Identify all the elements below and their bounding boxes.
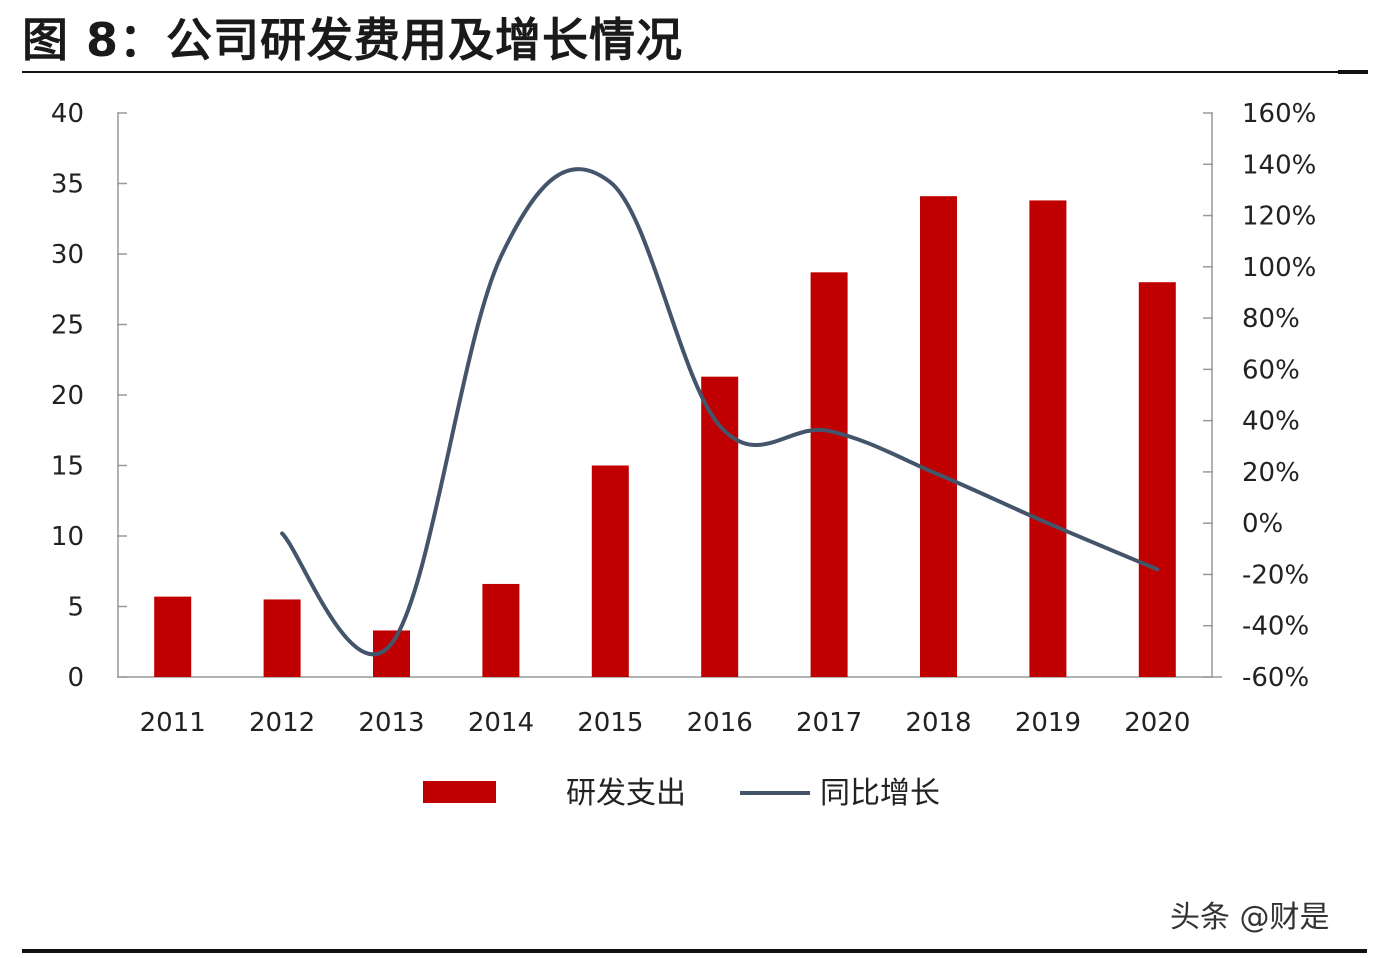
bar <box>810 272 848 677</box>
left-tick-label: 30 <box>51 240 84 270</box>
right-tick-label: -20% <box>1242 560 1309 590</box>
right-tick-label: 60% <box>1242 355 1300 385</box>
right-tick-label: -60% <box>1242 663 1309 693</box>
growth-line <box>280 167 1160 657</box>
bar <box>482 583 520 677</box>
bar <box>920 196 957 677</box>
right-tick-label: 0% <box>1242 509 1283 539</box>
x-tick-label: 2018 <box>905 708 971 738</box>
top-rule-accent <box>1338 70 1368 74</box>
legend-bar-label: 研发支出 <box>566 776 686 811</box>
right-tick-label: 40% <box>1242 407 1300 437</box>
x-tick-label: 2015 <box>577 708 643 738</box>
x-tick-label: 2020 <box>1124 708 1190 738</box>
watermark: 头条 @财是 <box>1170 900 1330 935</box>
x-tick-label: 2019 <box>1015 708 1081 738</box>
bar <box>701 376 739 677</box>
right-tick-label: 100% <box>1242 253 1316 283</box>
x-tick-label: 2016 <box>687 708 753 738</box>
left-tick-label: 20 <box>51 381 84 411</box>
x-tick-label: 2017 <box>796 708 862 738</box>
right-tick-label: -40% <box>1242 612 1309 642</box>
left-tick-label: 15 <box>51 452 84 482</box>
right-tick-label: 20% <box>1242 458 1300 488</box>
legend-bar-swatch <box>423 781 496 803</box>
bottom-rule <box>22 949 1367 953</box>
bar <box>263 599 301 677</box>
bar <box>1138 282 1176 677</box>
x-tick-label: 2012 <box>249 708 315 738</box>
legend: 研发支出 同比增长 <box>423 776 940 811</box>
legend-line-label: 同比增长 <box>820 776 940 811</box>
x-tick-label: 2014 <box>468 708 534 738</box>
left-tick-label: 40 <box>51 99 84 129</box>
bar <box>1029 200 1067 678</box>
right-tick-label: 140% <box>1242 150 1316 180</box>
chart-title: 图 8：公司研发费用及增长情况 <box>22 13 684 67</box>
left-tick-label: 0 <box>67 663 84 693</box>
bar <box>591 465 629 677</box>
top-rule <box>22 71 1367 73</box>
bar <box>154 596 192 677</box>
left-tick-label: 25 <box>51 311 84 341</box>
left-tick-label: 5 <box>67 593 84 623</box>
line-series <box>280 167 1160 657</box>
left-tick-label: 10 <box>51 522 84 552</box>
left-tick-label: 35 <box>51 170 84 200</box>
x-tick-label: 2013 <box>358 708 424 738</box>
bar-series <box>154 196 1176 678</box>
right-tick-label: 120% <box>1242 202 1316 232</box>
right-tick-label: 160% <box>1242 99 1316 129</box>
right-tick-label: 80% <box>1242 304 1300 334</box>
x-tick-label: 2011 <box>140 708 206 738</box>
tick-labels: 0 5 10 15 20 25 30 35 40 -60% -40% -20% 0% 20% 40% 60% 8… <box>51 99 1316 738</box>
